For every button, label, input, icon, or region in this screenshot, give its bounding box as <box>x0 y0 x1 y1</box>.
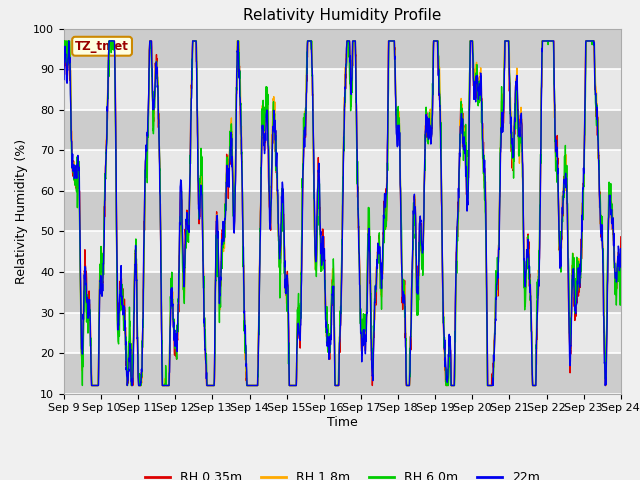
Bar <box>64 231 621 272</box>
Bar <box>64 29 621 69</box>
X-axis label: Time: Time <box>327 416 358 429</box>
Bar <box>64 353 621 394</box>
Bar <box>64 191 621 231</box>
Title: Relativity Humidity Profile: Relativity Humidity Profile <box>243 9 442 24</box>
Y-axis label: Relativity Humidity (%): Relativity Humidity (%) <box>15 139 28 284</box>
Bar <box>64 110 621 150</box>
Bar <box>64 272 621 312</box>
Bar <box>64 69 621 110</box>
Bar <box>64 150 621 191</box>
Text: TZ_tmet: TZ_tmet <box>75 40 129 53</box>
Bar <box>64 312 621 353</box>
Legend: RH 0.35m, RH 1.8m, RH 6.0m, 22m: RH 0.35m, RH 1.8m, RH 6.0m, 22m <box>140 467 545 480</box>
